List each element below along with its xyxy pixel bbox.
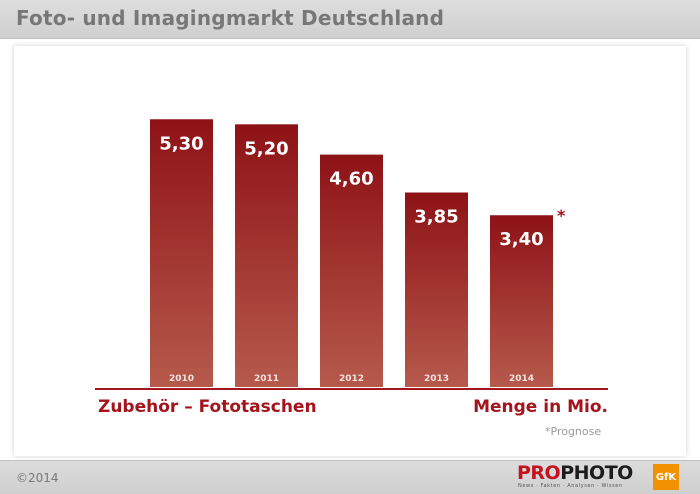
bar-2010 — [150, 119, 213, 388]
tick-label-2012: 2012 — [339, 374, 364, 384]
gfk-logo: GfK — [653, 464, 679, 490]
prophoto-tagline: News · Fakten · Analysen · Wissen — [518, 483, 623, 489]
value-label-2010: 5,30 — [159, 133, 203, 154]
tick-label-2014: 2014 — [509, 374, 534, 384]
tick-label-2011: 2011 — [254, 374, 279, 384]
annotation-asterisk: * — [557, 206, 566, 225]
footnote: *Prognose — [545, 425, 602, 438]
prophoto-wordmark: PROPHOTO — [517, 463, 633, 483]
bar-2013 — [405, 192, 468, 387]
value-label-2014: 3,40 — [499, 229, 543, 250]
footer-bar: ©2014 PROPHOTO News · Fakten · Analysen … — [0, 460, 700, 494]
tick-label-2010: 2010 — [169, 374, 194, 384]
value-label-2011: 5,20 — [244, 138, 288, 159]
chart-panel: 5,30 2010 5,20 2011 4,60 2012 3,85 2013 3,40 2014… — [14, 46, 686, 456]
unit-label: Menge in Mio. — [473, 397, 608, 417]
prophoto-photo: PHOTO — [560, 462, 633, 484]
category-label: Zubehör – Fototaschen — [98, 397, 317, 417]
copyright-text: ©2014 — [16, 471, 59, 485]
bar-2014 — [490, 215, 553, 387]
value-label-2012: 4,60 — [329, 169, 373, 190]
prophoto-pro: PRO — [517, 462, 561, 484]
page-title: Foto- und Imagingmarkt Deutschland — [16, 6, 445, 30]
bar-2012 — [320, 154, 383, 387]
header-bar: Foto- und Imagingmarkt Deutschland — [0, 0, 700, 39]
bar-2011 — [235, 124, 298, 387]
value-label-2013: 3,85 — [414, 207, 458, 228]
bar-chart: 5,30 2010 5,20 2011 4,60 2012 3,85 2013 3,40 2014… — [95, 119, 608, 390]
tick-label-2013: 2013 — [424, 374, 449, 384]
prophoto-logo: PROPHOTO News · Fakten · Analysen · Wiss… — [517, 463, 635, 491]
